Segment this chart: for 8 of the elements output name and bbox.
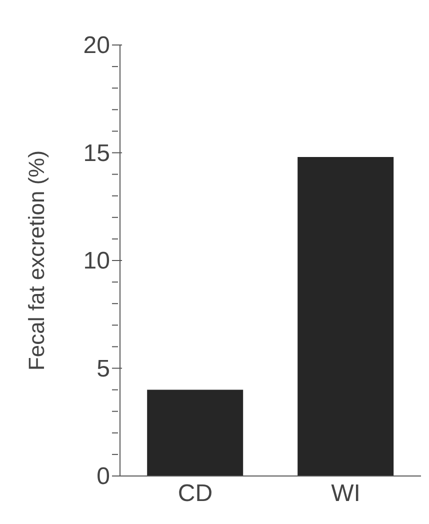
y-tick-label: 10 (83, 248, 110, 274)
y-tick-label: 0 (96, 463, 110, 490)
x-tick-label: WI (331, 480, 360, 508)
y-axis-title: Fecal fat excretion (%) (24, 150, 49, 371)
y-tick-label: 15 (83, 140, 110, 167)
y-tick-label: 5 (96, 355, 110, 382)
x-tick-label: CD (178, 480, 213, 508)
y-tick-label: 20 (83, 32, 110, 59)
